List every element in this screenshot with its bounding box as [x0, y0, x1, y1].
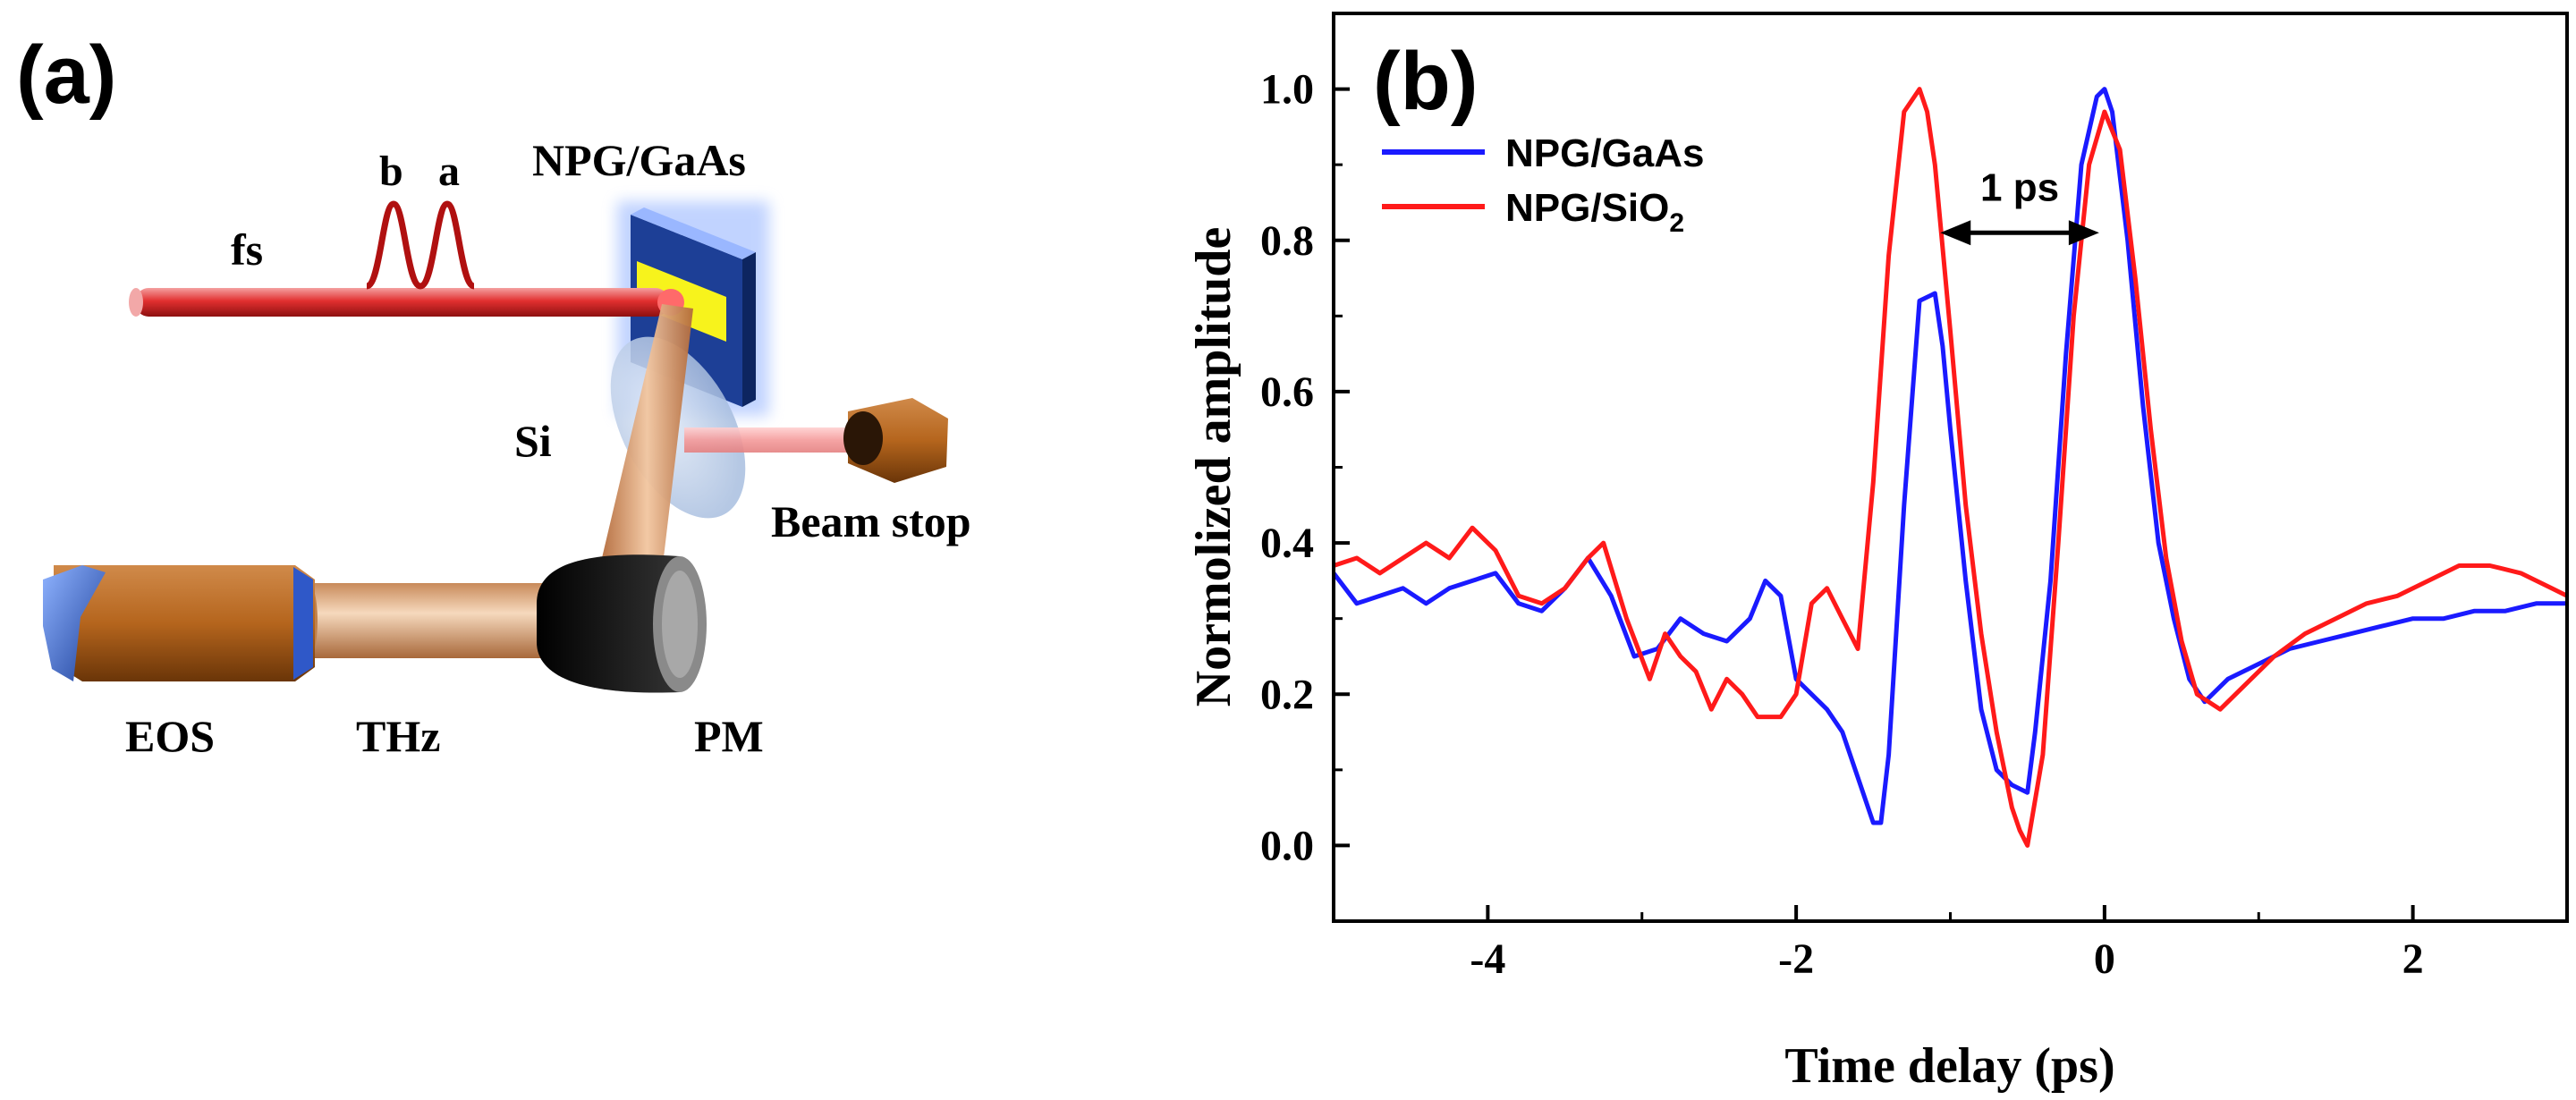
annotation-text: 1 ps [1980, 165, 2059, 209]
label-beam-stop: Beam stop [771, 496, 971, 546]
panel-a-label: (a) [16, 30, 116, 121]
pulse-a [419, 200, 476, 290]
legend-sio2-subscript: 2 [1669, 208, 1684, 238]
beam-stop [843, 398, 948, 483]
x-tick-label: -2 [1778, 935, 1814, 983]
panel-b-label: (b) [1373, 36, 1478, 127]
eos-block [43, 565, 315, 681]
x-axis-title: Time delay (ps) [1784, 1038, 2114, 1094]
thz-beam [309, 583, 577, 658]
y-tick-label: 0.4 [1260, 520, 1314, 567]
fs-beam [136, 288, 668, 317]
y-tick-label: 0.8 [1260, 217, 1314, 265]
annotation-arrow-head-left [1940, 220, 1971, 246]
series-line-npg-sio2 [1334, 87, 2567, 848]
y-axis-title: Normolized amplitude [1186, 227, 1241, 707]
label-eos: EOS [125, 711, 215, 761]
y-tick-label: 0.2 [1260, 671, 1314, 718]
legend: NPG/GaAs NPG/SiO2 [1382, 131, 1705, 238]
x-tick-label: -4 [1470, 935, 1505, 983]
pulse-b [365, 200, 422, 290]
parabolic-mirror [537, 554, 707, 693]
y-tick-label: 0.0 [1260, 822, 1314, 869]
legend-label-npg-gaas: NPG/GaAs [1505, 131, 1705, 175]
label-pulse-a: a [438, 148, 460, 195]
fs-beam-end [129, 288, 143, 317]
legend-label-npg-sio2: NPG/SiO2 [1505, 186, 1684, 238]
label-thz: THz [356, 711, 440, 761]
series-layer [1334, 87, 2567, 848]
panel-a-schematic: (a) [16, 30, 971, 761]
label-si: Si [514, 416, 552, 466]
label-pulse-b: b [379, 148, 403, 195]
y-tick-label: 1.0 [1260, 66, 1314, 114]
label-pm: PM [694, 711, 764, 761]
legend-sio2-main: NPG/SiO [1505, 186, 1669, 230]
reflected-beam [684, 427, 868, 453]
label-npg-gaas: NPG/GaAs [532, 135, 746, 185]
annotation-1ps: 1 ps [1940, 165, 2099, 246]
ticks-layer: -4 -2 0 2 0.0 0.2 0.4 0.6 0.8 1.0 [1260, 12, 2569, 983]
y-tick-label: 0.6 [1260, 368, 1314, 416]
x-tick-label: 0 [2094, 935, 2115, 983]
x-tick-label: 2 [2402, 935, 2424, 983]
panel-b-chart: -4 -2 0 2 0.0 0.2 0.4 0.6 0.8 1.0 (b) NPG/GaAs NP… [1186, 12, 2569, 1094]
thz-cone [601, 304, 693, 572]
label-fs: fs [231, 224, 263, 275]
annotation-arrow-head-right [2068, 220, 2099, 246]
